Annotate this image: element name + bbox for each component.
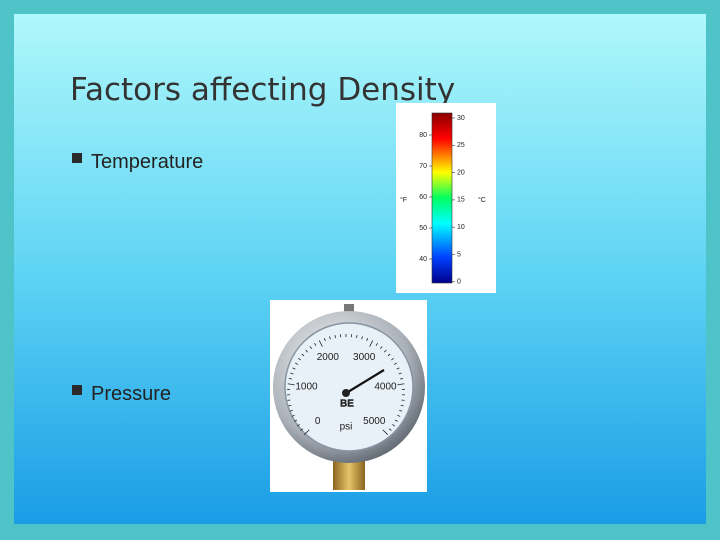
- dial-tick: [288, 404, 292, 407]
- dial-tick: [399, 409, 403, 412]
- dial-tick: [391, 357, 394, 361]
- dial-tick: [295, 362, 299, 365]
- dial-tick: [366, 337, 369, 342]
- dial-tick: [314, 342, 317, 346]
- bullet-marker: [72, 153, 82, 163]
- title: Factors affecting Density: [70, 72, 455, 108]
- dial-tick: [296, 424, 300, 427]
- scale-label: 60: [419, 194, 427, 201]
- dial-tick: [300, 428, 304, 431]
- dial-tick: [292, 367, 296, 370]
- dial-tick: [305, 349, 308, 353]
- dial-tick: [334, 334, 336, 339]
- dial-tick: [289, 409, 293, 412]
- scale-label: 70: [419, 163, 427, 170]
- scale-label: 15: [457, 197, 465, 204]
- color-bar: [431, 112, 453, 284]
- dial-tick: [382, 429, 389, 436]
- dial-tick: [356, 334, 358, 339]
- scale-label: 25: [457, 142, 465, 149]
- dial-tick: [294, 419, 298, 422]
- dial-tick: [288, 377, 292, 380]
- scale-label: 80: [419, 132, 427, 139]
- dial-tick: [400, 377, 404, 380]
- dial-label: 3000: [353, 352, 376, 363]
- dial-label: 0: [315, 416, 321, 427]
- scale-label: 40: [419, 256, 427, 263]
- scale-label: 0: [457, 279, 461, 286]
- dial-tick: [318, 340, 323, 347]
- brand-label: BE: [340, 399, 354, 410]
- gauge-image: 0 1000 2000 3000 4000 5000 psi BE: [270, 300, 427, 492]
- dial-tick: [393, 362, 397, 365]
- dial-tick: [303, 429, 310, 436]
- dial-tick: [323, 337, 326, 342]
- dial-tick: [287, 383, 295, 386]
- scale-label: 20: [457, 169, 465, 176]
- dial-tick: [380, 346, 383, 349]
- dial-tick: [298, 357, 301, 361]
- dial-face: [284, 322, 414, 452]
- dial-tick: [290, 372, 294, 375]
- unit-label: °F: [400, 196, 407, 204]
- bullet-marker: [72, 385, 82, 395]
- dial-label: 5000: [363, 416, 386, 427]
- dial-tick: [397, 414, 401, 417]
- dial-tick: [291, 414, 295, 417]
- dial-tick: [388, 428, 392, 431]
- fill-plug: [344, 304, 354, 316]
- unit-label: °C: [478, 196, 486, 204]
- scale-label: 30: [457, 115, 465, 122]
- dial-tick: [329, 336, 331, 340]
- dial-tick: [392, 424, 396, 427]
- needle: [342, 369, 385, 396]
- needle-hub: [342, 389, 350, 397]
- dial-tick: [398, 372, 402, 375]
- dial-tick: [396, 367, 400, 370]
- dial-tick: [394, 419, 398, 422]
- dial-unit: psi: [340, 422, 353, 433]
- dial-label: 2000: [317, 352, 340, 363]
- scale-label: 50: [419, 225, 427, 232]
- dial-label: 4000: [374, 381, 397, 392]
- bullet-text: Temperature: [91, 151, 203, 173]
- dial-tick: [387, 353, 391, 357]
- dial-label: 1000: [295, 381, 318, 392]
- dial-tick: [400, 404, 404, 407]
- dial-tick: [397, 383, 405, 386]
- bullet-text: Pressure: [91, 383, 171, 405]
- scale-label: 5: [457, 251, 461, 258]
- dial-tick: [361, 336, 363, 340]
- dial-tick: [309, 346, 312, 349]
- dial-tick: [369, 340, 374, 347]
- dial-tick: [375, 342, 378, 346]
- scale-label: 10: [457, 224, 465, 231]
- dial-tick: [301, 353, 305, 357]
- dial-tick: [384, 349, 387, 353]
